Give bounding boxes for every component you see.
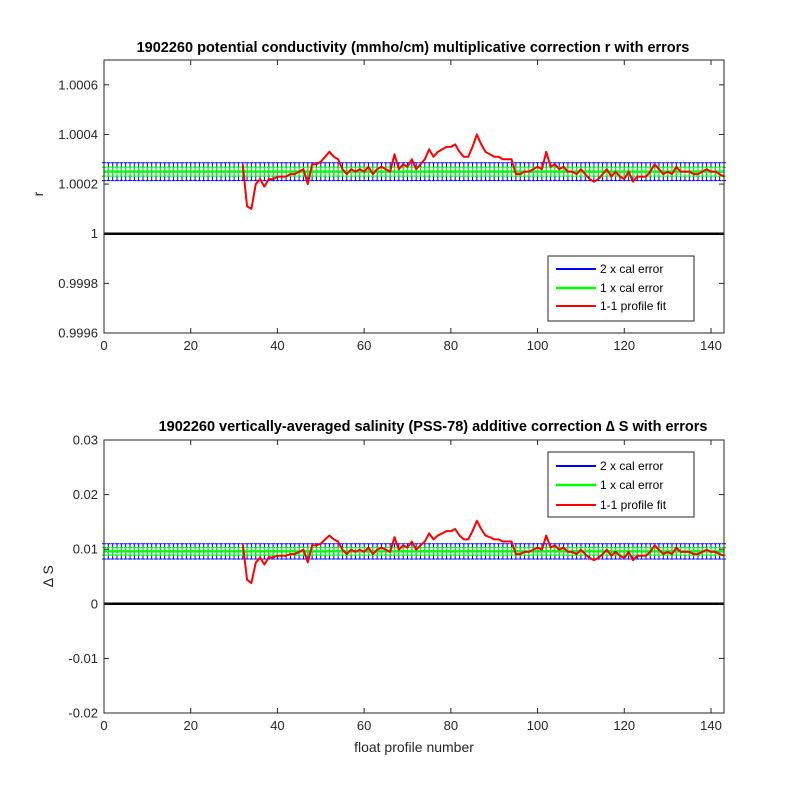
legend-label-fit: 1-1 profile fit: [600, 498, 667, 512]
legend-label-2x: 2 x cal error: [600, 459, 663, 473]
x-tick-label: 20: [183, 338, 197, 353]
x-tick-label: 40: [270, 338, 284, 353]
y-tick-label: 0.9996: [58, 326, 98, 341]
x-tick-label: 60: [357, 718, 371, 733]
y-tick-label: 0.02: [73, 487, 98, 502]
axes-box: [103, 439, 725, 714]
x-tick-label: 120: [613, 718, 635, 733]
panel-title: 1902260 vertically-averaged salinity (PS…: [159, 419, 708, 435]
x-tick-label: 140: [700, 338, 722, 353]
error-bars-1x: [102, 546, 726, 556]
error-bars-1x: [102, 166, 726, 177]
y-tick-label: 1: [91, 226, 98, 241]
x-tick-label: 60: [357, 338, 371, 353]
y-tick-label: 1.0006: [58, 77, 98, 92]
x-axis-label: float profile number: [354, 739, 474, 755]
legend-label-1x: 1 x cal error: [600, 281, 663, 295]
y-tick-label: 1.0002: [58, 177, 98, 192]
legend: 2 x cal error 1 x cal error 1-1 profile …: [547, 255, 695, 322]
profile-fit-line: [241, 519, 725, 585]
x-tick-label: 80: [444, 718, 458, 733]
y-axis-label: r: [30, 191, 46, 196]
y-tick-label: 0.9998: [58, 276, 98, 291]
plot-area: [102, 133, 726, 235]
axes-box: [103, 59, 725, 334]
y-tick-label: 1.0004: [58, 127, 98, 142]
x-tick-label: 100: [527, 338, 549, 353]
legend-label-2x: 2 x cal error: [600, 262, 663, 276]
legend-label-1x: 1 x cal error: [600, 478, 663, 492]
y-tick-label: 0.03: [73, 433, 98, 448]
salinity-correction-panel: 1902260 vertically-averaged salinity (PS…: [40, 419, 726, 755]
conductivity-correction-panel: 1902260 potential conductivity (mmho/cm)…: [30, 40, 726, 353]
y-tick-label: 0: [91, 596, 98, 611]
y-axis-label: ∆ S: [40, 565, 56, 587]
legend-label-fit: 1-1 profile fit: [600, 299, 667, 313]
plot-area: [102, 519, 726, 606]
y-tick-label: -0.01: [68, 651, 98, 666]
panel-title: 1902260 potential conductivity (mmho/cm)…: [137, 40, 690, 56]
x-tick-label: 40: [270, 718, 284, 733]
axes-ticks: 0 20 40 60 80 100 120 140 -0.02 -0.01 0 0.01 0.02 0.0…: [68, 433, 724, 733]
y-tick-label: -0.02: [68, 706, 98, 721]
profile-fit-line: [241, 133, 725, 210]
x-tick-label: 140: [700, 718, 722, 733]
x-tick-label: 80: [444, 338, 458, 353]
x-tick-label: 0: [100, 338, 107, 353]
x-tick-label: 0: [100, 718, 107, 733]
axes-ticks: 0 20 40 60 80 100 120 140 0.9996 0.9998 1 1.0002 1.0…: [58, 60, 724, 353]
x-tick-label: 100: [527, 718, 549, 733]
y-tick-label: 0.01: [73, 542, 98, 557]
x-tick-label: 20: [183, 718, 197, 733]
x-tick-label: 120: [613, 338, 635, 353]
legend: 2 x cal error 1 x cal error 1-1 profile …: [547, 451, 695, 518]
